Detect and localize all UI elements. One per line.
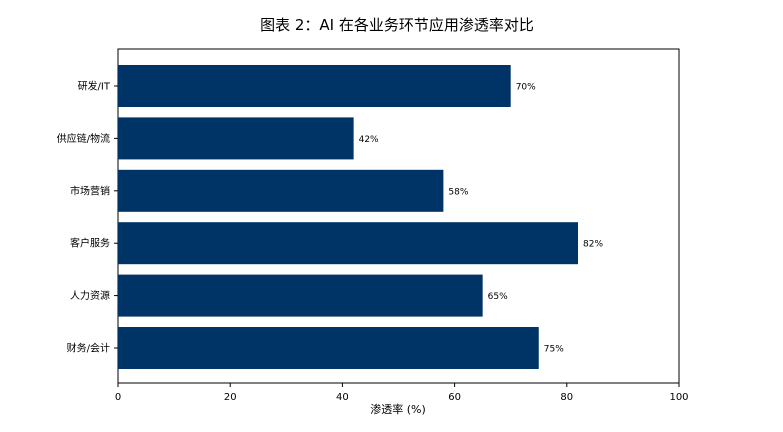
x-axis-label: 渗透率 (%) xyxy=(370,402,426,416)
chart-title: 图表 2：AI 在各业务环节应用渗透率对比 xyxy=(260,16,534,34)
plot-area xyxy=(117,48,680,384)
y-tick-label: 人力资源 xyxy=(70,289,110,302)
bar xyxy=(118,222,579,265)
x-tick-label: 20 xyxy=(224,392,237,403)
data-label: 58% xyxy=(448,187,468,197)
x-tick-label: 40 xyxy=(336,392,349,403)
data-label: 75% xyxy=(544,345,564,355)
bars-layer: 70% 42% 58% 82% 65% 75% xyxy=(118,65,603,369)
bar xyxy=(118,117,354,160)
y-tick-label: 研发/IT xyxy=(78,80,111,93)
bar xyxy=(118,274,483,317)
x-tick-label: 60 xyxy=(448,392,461,403)
x-tick-label: 100 xyxy=(669,392,688,403)
y-tick-label: 市场营销 xyxy=(70,184,110,197)
x-axis: 0 20 40 60 80 100 xyxy=(115,383,689,403)
y-tick-label: 财务/会计 xyxy=(67,342,110,355)
bar xyxy=(118,65,511,107)
bar xyxy=(118,327,539,369)
x-tick-label: 0 xyxy=(115,392,121,403)
data-label: 70% xyxy=(516,83,536,93)
data-label: 65% xyxy=(488,292,508,302)
data-label: 82% xyxy=(583,240,603,250)
data-label: 42% xyxy=(359,135,379,145)
bar xyxy=(118,169,444,212)
x-tick-label: 80 xyxy=(560,392,573,403)
y-tick-label: 供应链/物流 xyxy=(57,132,110,145)
y-tick-label: 客户服务 xyxy=(70,237,110,250)
